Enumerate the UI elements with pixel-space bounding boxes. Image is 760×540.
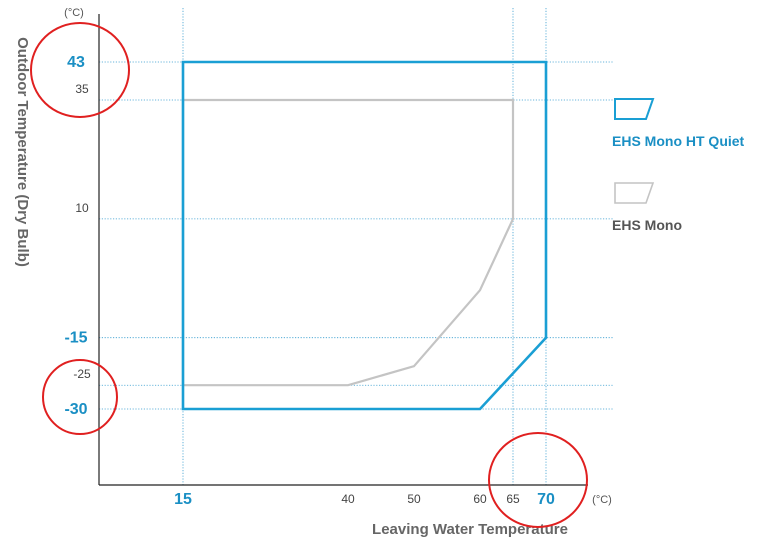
series-layer xyxy=(181,60,548,411)
annotation-circle xyxy=(30,22,130,118)
legend-swatch xyxy=(614,98,655,120)
y-tick-label: -30 xyxy=(64,401,87,418)
x-tick-label: 40 xyxy=(341,492,355,506)
legend: EHS Mono HT Quiet EHS Mono xyxy=(612,98,745,233)
y-tick-label: 35 xyxy=(75,82,89,96)
y-unit-label: (°C) xyxy=(64,7,84,19)
series-outline xyxy=(181,60,548,411)
annotations xyxy=(30,22,588,528)
x-tick-label: 60 xyxy=(473,492,487,506)
legend-swatch xyxy=(614,182,655,204)
gridlines xyxy=(99,8,614,485)
y-tick-label: -15 xyxy=(64,330,87,347)
legend-label: EHS Mono HT Quiet xyxy=(612,133,745,149)
y-axis-title: Outdoor Temperature (Dry Bulb) xyxy=(14,37,31,267)
y-tick-label: 43 xyxy=(67,54,85,71)
legend-label: EHS Mono xyxy=(612,217,682,233)
annotation-circle xyxy=(42,359,118,435)
y-tick-label: 10 xyxy=(75,201,89,215)
y-tick-label: -25 xyxy=(73,367,91,381)
x-tick-label: 70 xyxy=(537,491,555,508)
x-tick-label: 65 xyxy=(506,492,520,506)
tick-labels: 15 40 50 60 65 70 43 35 10 -15 -25 -30 xyxy=(64,54,555,508)
annotation-circle xyxy=(488,432,588,528)
x-unit-label: (°C) xyxy=(592,494,612,506)
series-outline xyxy=(181,98,515,387)
x-tick-label: 50 xyxy=(407,492,421,506)
x-tick-label: 15 xyxy=(174,491,192,508)
axes xyxy=(98,14,588,486)
x-axis-title: Leaving Water Temperature xyxy=(372,521,568,538)
